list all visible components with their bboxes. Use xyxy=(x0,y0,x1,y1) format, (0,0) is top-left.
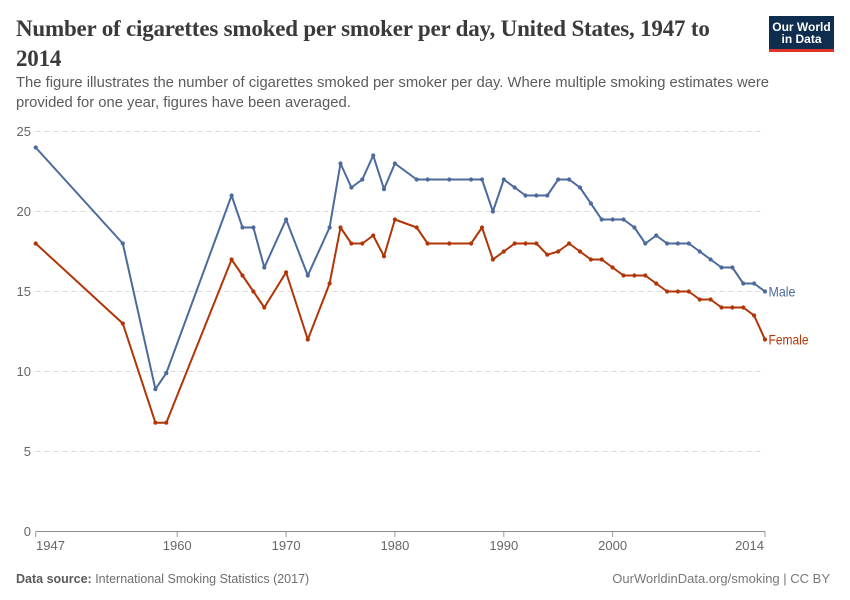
svg-text:1960: 1960 xyxy=(163,538,192,553)
svg-text:2000: 2000 xyxy=(598,538,627,553)
svg-text:0: 0 xyxy=(24,524,31,539)
svg-text:1947: 1947 xyxy=(36,538,65,553)
svg-text:25: 25 xyxy=(17,124,31,139)
svg-text:10: 10 xyxy=(17,364,31,379)
svg-text:5: 5 xyxy=(24,444,31,459)
svg-text:1970: 1970 xyxy=(272,538,301,553)
svg-text:1990: 1990 xyxy=(489,538,518,553)
svg-text:Female: Female xyxy=(769,332,809,348)
svg-text:20: 20 xyxy=(17,204,31,219)
svg-text:Male: Male xyxy=(769,284,796,300)
svg-text:15: 15 xyxy=(17,284,31,299)
svg-text:2014: 2014 xyxy=(735,538,764,553)
svg-text:1980: 1980 xyxy=(380,538,409,553)
